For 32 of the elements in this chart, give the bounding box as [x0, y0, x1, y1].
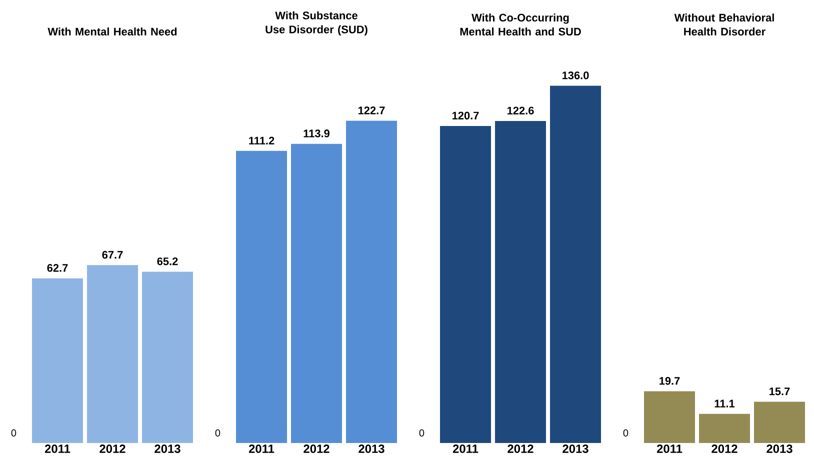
chart-title: With Mental Health Need [48, 27, 177, 36]
text: 0 [419, 429, 424, 436]
x-tick-label: 2012 [304, 444, 330, 453]
data-label: 122.7 [358, 106, 385, 114]
x-tick-label: 2012 [712, 444, 738, 453]
x-tick-label: 2011 [656, 444, 682, 453]
x-tick-label: 2012 [508, 444, 534, 453]
data-label: 15.7 [770, 388, 790, 396]
data-label: 120.7 [452, 112, 479, 120]
chart-title: Without Behavioral Health Disorder [674, 14, 774, 36]
x-tick-label: 2011 [452, 444, 478, 453]
text: 0 [623, 429, 628, 436]
data-label: 11.1 [714, 400, 735, 408]
data-label: 62.7 [47, 264, 68, 272]
x-tick-label: 2013 [562, 444, 588, 454]
x-tick-label: 2011 [248, 444, 274, 453]
data-label: 65.2 [157, 257, 178, 266]
chart-title: With Substance Use Disorder (SUD) [266, 11, 368, 36]
text: 0 [11, 429, 16, 436]
x-tick-label: 2013 [154, 444, 180, 454]
x-tick-label: 2013 [358, 444, 384, 454]
x-tick-label: 2012 [100, 444, 126, 453]
x-tick-label: 2011 [44, 444, 70, 453]
data-label: 19.7 [660, 376, 680, 385]
data-label: 113.9 [304, 130, 330, 138]
data-label: 111.2 [249, 136, 274, 144]
text: 0 [215, 429, 220, 436]
x-tick-label: 2013 [766, 444, 792, 454]
data-label: 122.6 [507, 106, 534, 114]
data-label: 67.7 [102, 250, 123, 259]
chart-title: With Co-Occurring Mental Health and SUD [460, 14, 581, 36]
data-label: 136.0 [562, 72, 589, 80]
